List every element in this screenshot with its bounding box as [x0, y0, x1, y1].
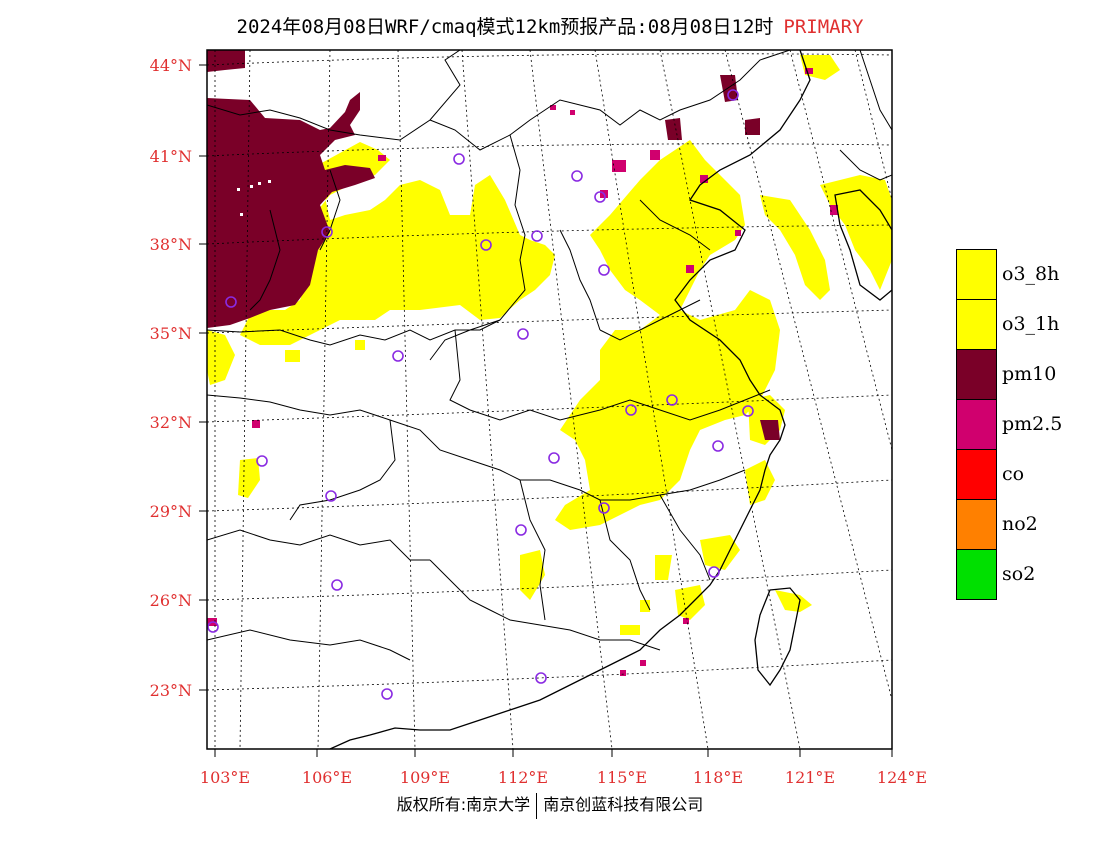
footer-right-text: 南京创蓝科技有限公司 — [543, 795, 704, 814]
pm10-regions — [207, 50, 780, 440]
legend-swatch — [956, 449, 997, 499]
legend-swatch — [956, 399, 997, 449]
station-marker — [225, 296, 237, 308]
lat-axis-labels: 44°N 41°N 38°N 35°N 32°N 29°N 26°N 23°N — [150, 56, 192, 700]
lat-label: 44°N — [150, 56, 192, 75]
lat-label: 35°N — [150, 324, 192, 343]
legend-label: o3_8h — [1002, 263, 1060, 285]
lon-label: 103°E — [200, 768, 250, 787]
map-title: 2024年08月08日WRF/cmaq模式12km预报产品:08月08日12时 P… — [0, 12, 1100, 39]
legend-label: pm2.5 — [1002, 413, 1063, 435]
lat-label: 38°N — [150, 235, 192, 254]
footer-separator — [536, 792, 538, 819]
lon-label: 106°E — [302, 768, 352, 787]
axis-ticks — [199, 64, 893, 757]
lon-axis-labels: 103°E 106°E 109°E 112°E 115°E 118°E 121°E 124°E — [200, 768, 927, 787]
lat-label: 26°N — [150, 591, 192, 610]
station-marker — [708, 566, 720, 578]
legend-label: so2 — [1002, 563, 1036, 585]
lat-label: 41°N — [150, 147, 192, 166]
legend-label: co — [1002, 463, 1025, 485]
station-marker — [666, 394, 678, 406]
station-marker — [727, 89, 739, 101]
legend-label: no2 — [1002, 513, 1038, 535]
legend-swatch — [956, 249, 997, 299]
legend-label: o3_1h — [1002, 313, 1060, 335]
legend-label: pm10 — [1002, 363, 1057, 385]
graticule — [207, 50, 892, 749]
station-marker — [712, 440, 724, 452]
station-marker — [548, 452, 560, 464]
o3-regions — [207, 55, 892, 635]
legend-swatch — [956, 349, 997, 399]
lat-label: 32°N — [150, 413, 192, 432]
map-speckles — [237, 180, 271, 216]
map-plot-area — [207, 50, 892, 749]
station-marker — [321, 226, 333, 238]
station-marker — [625, 404, 637, 416]
map-frame — [206, 49, 893, 750]
lon-label: 124°E — [877, 768, 927, 787]
legend-swatch — [956, 499, 997, 549]
station-marker — [453, 153, 465, 165]
lon-label: 109°E — [400, 768, 450, 787]
legend-swatch — [956, 549, 997, 600]
lon-label: 118°E — [693, 768, 743, 787]
admin-borders — [207, 50, 892, 661]
title-text: 2024年08月08日WRF/cmaq模式12km预报产品:08月08日12时 — [236, 16, 774, 38]
footer-left-text: 版权所有:南京大学 — [396, 795, 531, 814]
station-marker — [480, 239, 492, 251]
station-marker — [598, 264, 610, 276]
primary-tag: PRIMARY — [783, 16, 864, 38]
station-marker — [392, 350, 404, 362]
station-marker — [207, 621, 219, 633]
station-marker — [742, 405, 754, 417]
station-marker — [325, 490, 337, 502]
legend-swatch — [956, 299, 997, 349]
station-marker — [331, 579, 343, 591]
station-marker — [571, 170, 583, 182]
station-marker — [256, 455, 268, 467]
lat-label: 29°N — [150, 502, 192, 521]
lat-label: 23°N — [150, 681, 192, 700]
station-marker — [535, 672, 547, 684]
station-marker — [515, 524, 527, 536]
lon-label: 115°E — [597, 768, 647, 787]
station-marker — [381, 688, 393, 700]
station-marker — [517, 328, 529, 340]
station-markers — [207, 89, 754, 700]
station-marker — [598, 502, 610, 514]
lon-label: 112°E — [498, 768, 548, 787]
copyright-footer: 版权所有:南京大学 南京创蓝科技有限公司 — [0, 791, 1100, 819]
coastline — [329, 50, 892, 749]
station-marker — [594, 191, 606, 203]
station-marker — [531, 230, 543, 242]
lon-label: 121°E — [785, 768, 835, 787]
